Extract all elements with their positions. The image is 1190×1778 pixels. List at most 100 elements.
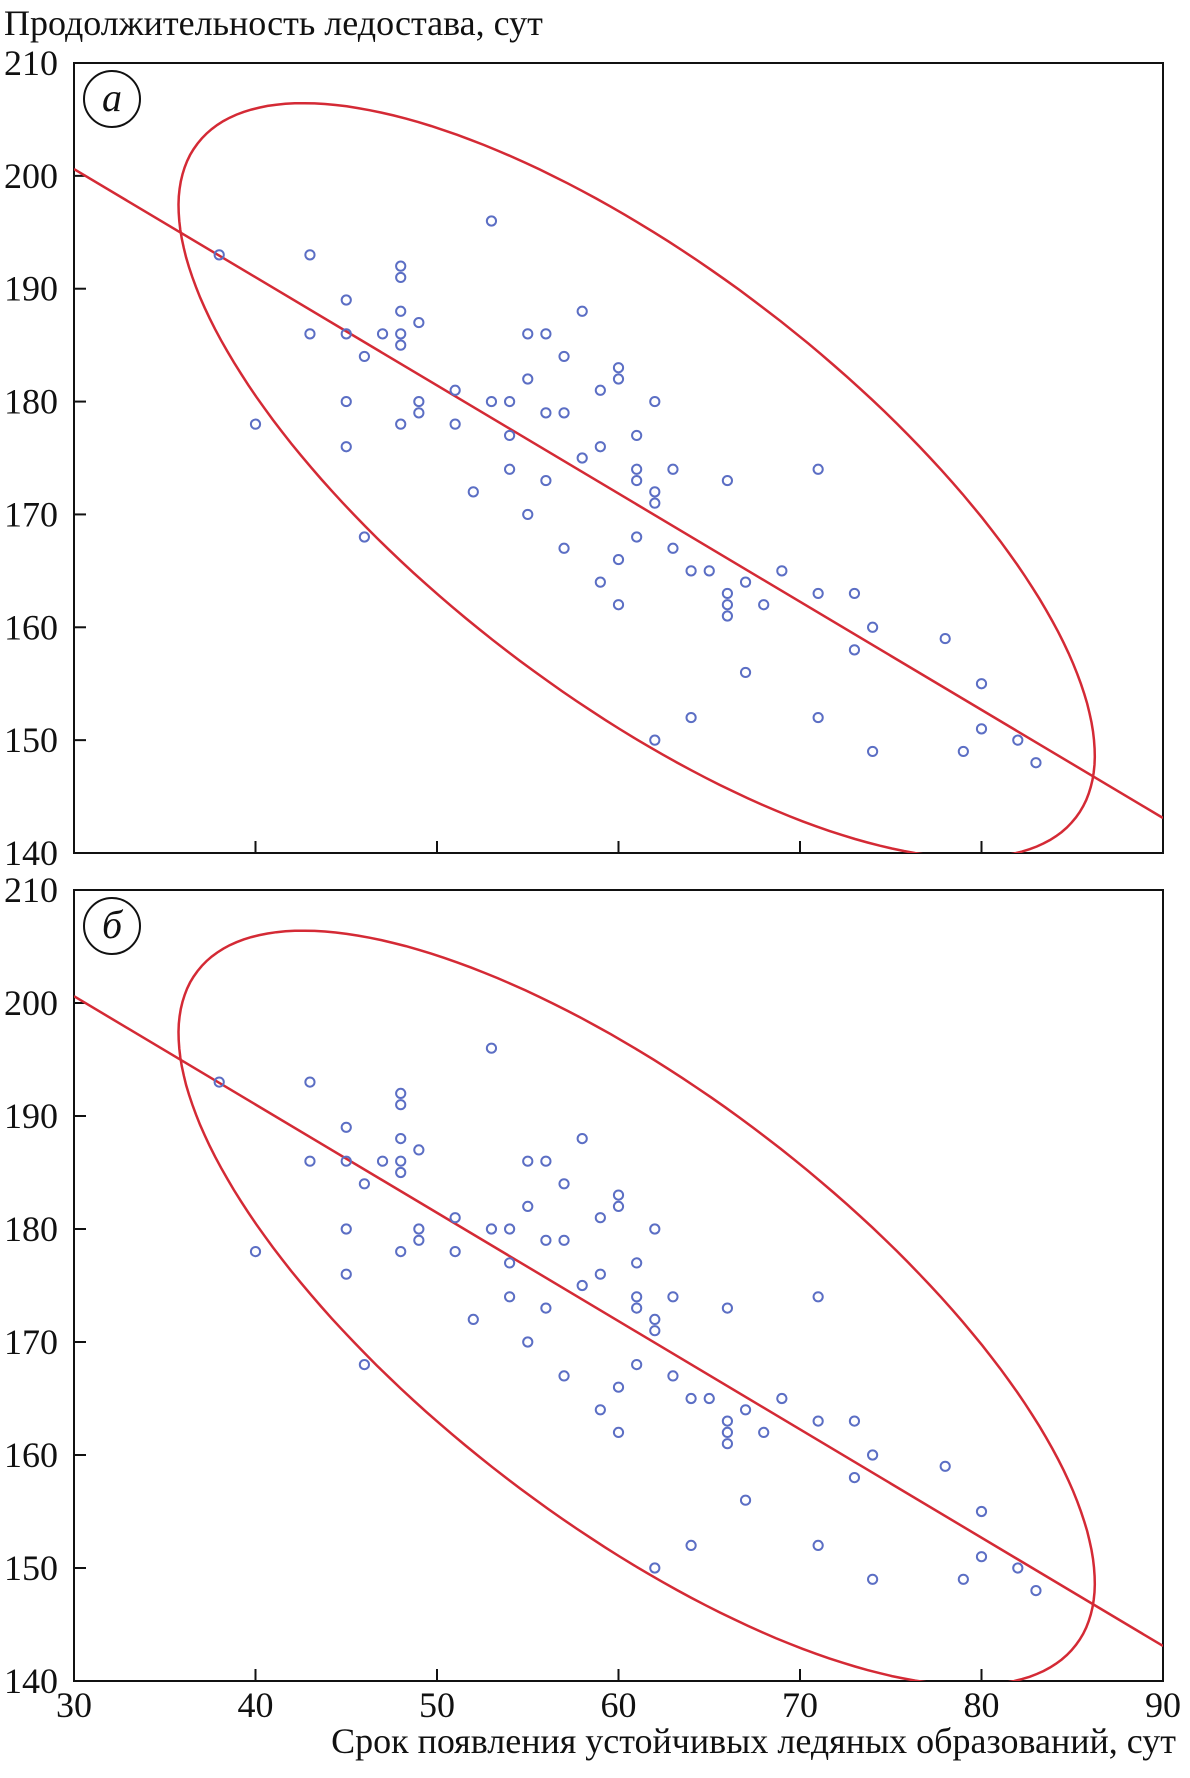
- data-point: [957, 745, 969, 758]
- data-point: [758, 599, 770, 611]
- data-point: [739, 666, 752, 679]
- data-point: [685, 711, 697, 724]
- data-point: [376, 1155, 389, 1167]
- data-point: [631, 463, 643, 475]
- y-tick-label: 200: [4, 156, 58, 196]
- data-point: [631, 1359, 643, 1371]
- regression-line: [74, 168, 1163, 820]
- data-point: [504, 429, 516, 442]
- data-point: [812, 1539, 824, 1552]
- data-point: [739, 1494, 752, 1506]
- data-point: [594, 1212, 606, 1224]
- data-point: [558, 1370, 570, 1382]
- data-point: [340, 1268, 352, 1280]
- regression-line: [74, 995, 1163, 1648]
- data-point: [413, 1223, 425, 1235]
- data-point: [395, 339, 407, 351]
- y-tick-label: 170: [4, 1322, 58, 1362]
- x-axis-title: Срок появления устойчивых ледяных образо…: [331, 1721, 1176, 1761]
- data-point: [395, 1099, 407, 1111]
- data-point: [848, 1472, 861, 1484]
- data-point: [721, 587, 734, 600]
- panel-label: б: [102, 902, 124, 947]
- data-point: [612, 1426, 625, 1439]
- data-point: [975, 1551, 988, 1563]
- data-point: [631, 1257, 643, 1269]
- x-tick-label: 50: [419, 1685, 455, 1725]
- data-point: [612, 599, 625, 611]
- data-point: [504, 395, 516, 408]
- data-point: [957, 1573, 969, 1585]
- data-point: [522, 373, 534, 385]
- y-tick-label: 180: [4, 382, 58, 422]
- data-point: [358, 531, 370, 543]
- data-point: [667, 463, 679, 475]
- data-point: [395, 1133, 407, 1145]
- data-point: [867, 621, 879, 633]
- data-point: [594, 384, 606, 396]
- data-point: [594, 576, 606, 588]
- data-point: [304, 249, 316, 261]
- data-point: [867, 1573, 879, 1585]
- data-point: [213, 1076, 225, 1088]
- y-tick-label: 200: [4, 983, 58, 1023]
- data-point: [649, 1562, 661, 1574]
- data-point: [939, 1460, 951, 1472]
- y-tick-label: 140: [4, 1661, 58, 1701]
- y-tick-label: 160: [4, 1435, 58, 1475]
- y-tick-label: 140: [4, 833, 58, 873]
- data-point: [594, 1268, 606, 1280]
- data-point: [867, 1449, 879, 1461]
- data-point: [540, 328, 552, 340]
- data-point: [504, 1223, 516, 1235]
- data-point: [395, 1087, 407, 1100]
- data-point: [576, 1133, 588, 1145]
- data-point: [721, 1302, 734, 1314]
- data-point: [304, 328, 316, 340]
- data-point: [522, 1200, 534, 1213]
- data-point: [867, 745, 879, 758]
- data-point: [340, 1223, 352, 1235]
- data-point: [304, 1076, 316, 1088]
- y-tick-label: 210: [4, 870, 58, 910]
- data-point: [667, 1291, 679, 1303]
- data-point: [249, 1246, 262, 1258]
- data-point: [467, 486, 479, 498]
- data-point: [649, 497, 661, 509]
- data-point: [395, 260, 407, 272]
- data-point: [449, 384, 461, 396]
- data-point: [975, 678, 988, 690]
- data-point: [776, 1392, 788, 1405]
- data-point: [685, 1392, 697, 1405]
- data-point: [685, 1539, 697, 1552]
- data-point: [649, 1325, 661, 1337]
- data-point: [522, 508, 534, 521]
- data-point: [739, 576, 752, 588]
- data-point: [631, 429, 643, 442]
- chart-panel-a: 140 150 160 170 180 190 200 210 а: [4, 43, 1164, 873]
- data-point: [522, 328, 534, 340]
- x-tick-label: 80: [964, 1685, 1000, 1725]
- data-point: [504, 1257, 516, 1269]
- data-point: [594, 441, 606, 453]
- data-point: [631, 531, 643, 543]
- data-point: [522, 1336, 534, 1348]
- data-point: [504, 1291, 516, 1303]
- data-point: [376, 328, 389, 340]
- data-point: [340, 294, 352, 306]
- data-point: [612, 1381, 625, 1393]
- x-tick-label: 60: [601, 1685, 637, 1725]
- panel-label-circle: [83, 897, 141, 955]
- data-point: [631, 1302, 643, 1314]
- data-point: [612, 553, 625, 566]
- data-point: [449, 418, 461, 430]
- data-point: [812, 1415, 824, 1427]
- data-point: [1030, 1585, 1042, 1597]
- data-point: [649, 395, 661, 408]
- data-point: [340, 441, 352, 453]
- data-point: [649, 1223, 661, 1235]
- data-point: [558, 350, 570, 363]
- data-point: [558, 407, 570, 419]
- chart-panel-b: 140 150 160 170 180 190 200 210 30 40 50 60 70 80 90 б: [4, 870, 1181, 1725]
